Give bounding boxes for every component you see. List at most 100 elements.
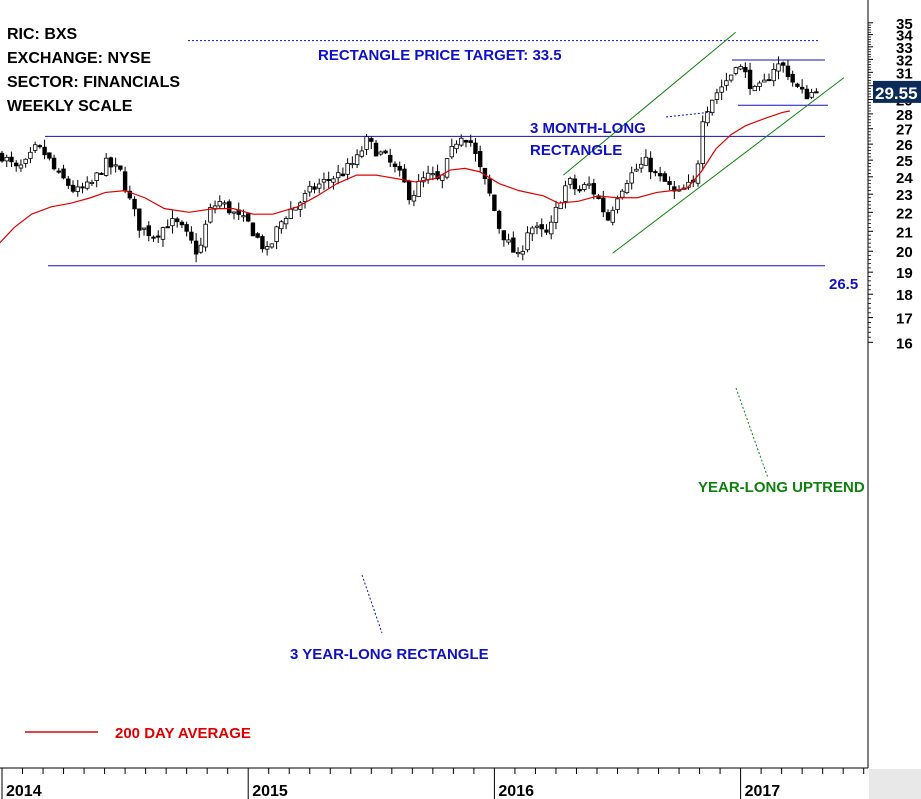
- candle: [255, 232, 260, 239]
- candle: [454, 140, 459, 154]
- candle: [137, 208, 142, 238]
- candle: [359, 146, 365, 159]
- candle-body: [738, 66, 743, 70]
- candle-body: [662, 173, 668, 182]
- candle-body: [160, 227, 166, 240]
- candle: [463, 139, 469, 148]
- candle: [231, 211, 237, 220]
- candle-body: [66, 178, 71, 186]
- candle-body: [814, 91, 819, 94]
- candle-body: [577, 189, 582, 192]
- candle: [781, 61, 786, 73]
- sector-label: SECTOR: FINANCIALS: [7, 74, 181, 91]
- price-tick-label: 18: [896, 287, 913, 304]
- candle-body: [302, 193, 308, 202]
- candle-body: [601, 197, 606, 213]
- last-price-label: 29.55: [875, 84, 918, 103]
- candle: [288, 201, 294, 220]
- candle: [222, 200, 227, 209]
- candle-body: [506, 239, 511, 243]
- candle: [411, 190, 417, 207]
- candle: [236, 202, 241, 221]
- candle: [397, 161, 402, 177]
- candle: [18, 159, 24, 172]
- candle-body: [629, 172, 634, 184]
- candle: [785, 60, 791, 81]
- candle: [317, 178, 322, 194]
- candle: [752, 84, 758, 92]
- candle: [733, 66, 739, 76]
- candle: [496, 209, 502, 234]
- candle-body: [193, 240, 199, 255]
- candle-body: [151, 236, 156, 239]
- candle: [369, 136, 374, 150]
- candle: [591, 178, 597, 200]
- candle-body: [539, 224, 544, 230]
- candle: [326, 171, 331, 189]
- candle-body: [94, 172, 99, 181]
- candle: [425, 165, 431, 184]
- candle-body: [501, 230, 507, 241]
- candle: [795, 82, 800, 88]
- candle: [283, 216, 289, 230]
- candle-body: [0, 152, 5, 162]
- candle: [477, 145, 483, 172]
- candle-body: [264, 246, 270, 250]
- candle-body: [156, 235, 161, 238]
- candle: [406, 179, 412, 205]
- candle-body: [724, 80, 729, 86]
- candle: [567, 176, 573, 189]
- candle-body: [511, 237, 516, 253]
- candle-body: [4, 156, 9, 162]
- price-tick-label: 35: [896, 16, 913, 33]
- candle-body: [473, 142, 478, 155]
- price-tick-label: 25: [896, 153, 913, 170]
- candle-body: [184, 224, 189, 232]
- candle: [700, 115, 705, 171]
- candle-body: [307, 185, 312, 193]
- price-tick-label: 22: [896, 205, 913, 222]
- candle-body: [37, 145, 43, 148]
- price-tick-label: 26: [896, 137, 913, 154]
- candle-body: [549, 221, 554, 235]
- candle: [378, 150, 383, 156]
- candle: [184, 221, 189, 237]
- candle: [714, 88, 720, 104]
- candle-body: [369, 138, 374, 142]
- candle: [596, 194, 601, 200]
- candle: [388, 148, 393, 168]
- year-label: 2014: [6, 783, 42, 799]
- candle-body: [132, 198, 137, 210]
- candle: [610, 206, 615, 226]
- candle: [624, 179, 630, 195]
- candle-body: [255, 233, 260, 238]
- candle-body: [747, 69, 753, 90]
- candle: [354, 149, 360, 169]
- candle-body: [667, 180, 672, 185]
- candle-body: [411, 194, 417, 202]
- candle-body: [705, 111, 710, 124]
- candle: [653, 169, 658, 177]
- candle-body: [638, 163, 644, 169]
- candle-body: [790, 73, 795, 83]
- candle: [80, 182, 85, 194]
- candle-body: [75, 186, 80, 192]
- candle-body: [449, 145, 454, 158]
- candle: [165, 219, 170, 229]
- year-label: 2017: [745, 783, 781, 799]
- candle-body: [350, 163, 355, 166]
- candle-body: [118, 165, 123, 170]
- channel-upper-line: [563, 31, 736, 176]
- candle-body: [515, 252, 521, 255]
- candle-body: [331, 178, 336, 183]
- candle-body: [198, 244, 204, 253]
- candle-body: [757, 82, 762, 87]
- candle: [601, 190, 606, 218]
- candle: [444, 158, 450, 180]
- overlay-lines: RECTANGLE PRICE TARGET: 33.5 3 MONTH-LONG…: [0, 31, 865, 742]
- candle: [634, 163, 639, 172]
- candle: [416, 174, 421, 198]
- candle-body: [530, 227, 535, 235]
- candle-body: [444, 158, 450, 178]
